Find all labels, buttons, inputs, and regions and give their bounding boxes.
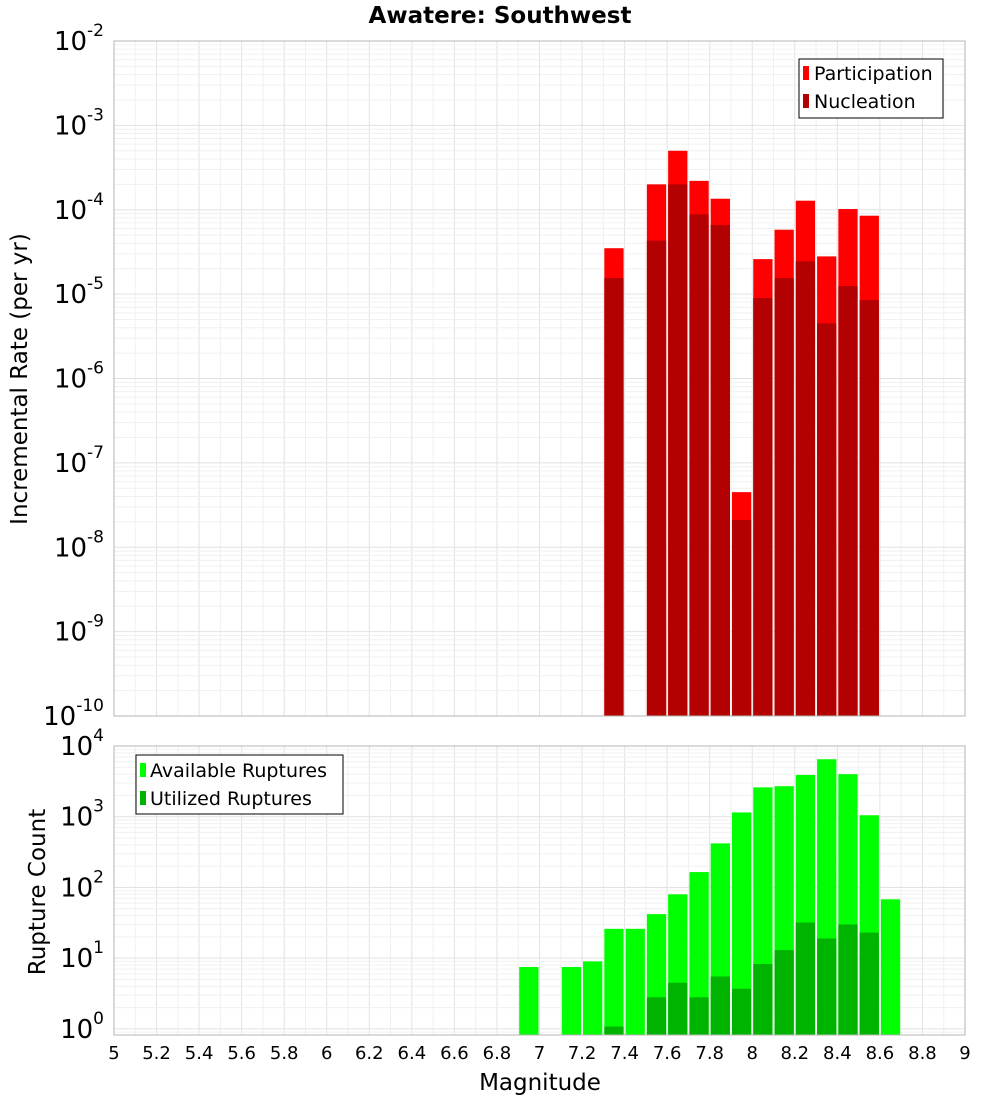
chart-title: Awatere: Southwest <box>369 3 632 29</box>
bottom-bars <box>519 759 901 1035</box>
top-legend[interactable]: Participation Nucleation <box>798 58 944 119</box>
x-tick-label: 6 <box>321 1043 332 1064</box>
y-tick-label: 101 <box>60 938 104 974</box>
y-tick-label: 10-3 <box>54 105 104 141</box>
bottom-bar-utilized-ruptures <box>817 938 837 1035</box>
x-tick-label: 5.6 <box>227 1043 256 1064</box>
bottom-bar-utilized-ruptures <box>710 976 730 1035</box>
bottom-bar-utilized-ruptures <box>753 963 773 1035</box>
bottom-bar-available-ruptures <box>625 928 645 1035</box>
y-tick-label: 10-10 <box>43 696 104 732</box>
top-bars <box>604 150 879 717</box>
top-bar-nucleation <box>859 300 879 716</box>
top-bar-nucleation <box>817 323 837 716</box>
x-tick-label: 6.2 <box>355 1043 384 1064</box>
bottom-bar-utilized-ruptures <box>646 997 667 1035</box>
bottom-y-axis-label: Rupture Count <box>25 809 51 975</box>
bottom-bar-available-ruptures <box>583 961 603 1035</box>
x-tick-label: 9 <box>959 1043 970 1064</box>
y-tick-label: 10-6 <box>54 359 104 395</box>
top-bar-nucleation <box>604 278 624 716</box>
legend-label-utilized-ruptures: Utilized Ruptures <box>150 788 312 810</box>
y-tick-label: 102 <box>60 867 104 903</box>
x-tick-label: 5.8 <box>270 1043 299 1064</box>
bottom-y-ticks: 100 101 102 103 104 <box>60 726 104 1045</box>
y-tick-label: 103 <box>60 797 104 833</box>
top-bar-nucleation <box>753 297 773 716</box>
x-axis-label: Magnitude <box>479 1070 601 1096</box>
top-y-ticks: 10-10 10-9 10-8 10-7 10-6 10-5 10-4 10-3 10-2 <box>43 21 104 732</box>
bottom-legend[interactable]: Available Ruptures Utilized Ruptures <box>135 754 344 815</box>
x-tick-label: 8.2 <box>780 1043 809 1064</box>
bottom-bar-available-ruptures <box>880 899 901 1035</box>
x-tick-label: 7.4 <box>610 1043 639 1064</box>
top-grid <box>113 41 966 717</box>
y-tick-label: 10-9 <box>54 612 104 648</box>
bottom-panel: 100 101 102 103 104 5 5.2 5.4 5.6 5.8 6 6.2 6.4 6.6 6… <box>25 726 971 1096</box>
x-tick-label: 6.8 <box>483 1043 512 1064</box>
x-tick-label: 7.2 <box>568 1043 597 1064</box>
y-tick-label: 10-4 <box>54 190 104 226</box>
bottom-bar-utilized-ruptures <box>731 988 752 1035</box>
x-tick-label: 7.8 <box>695 1043 724 1064</box>
bottom-bar-utilized-ruptures <box>795 922 816 1035</box>
legend-swatch-available-ruptures <box>140 763 146 777</box>
legend-swatch-utilized-ruptures <box>140 791 146 805</box>
top-panel: 10-10 10-9 10-8 10-7 10-6 10-5 10-4 10-3 10-2 In… <box>7 21 966 732</box>
bottom-legend-box <box>135 754 344 815</box>
legend-label-participation: Participation <box>814 63 933 85</box>
y-tick-label: 10-2 <box>54 21 104 57</box>
x-tick-label: 6.6 <box>440 1043 469 1064</box>
top-y-axis-label: Incremental Rate (per yr) <box>7 233 33 525</box>
bottom-bar-utilized-ruptures <box>689 997 709 1035</box>
bottom-bar-available-ruptures <box>561 967 582 1035</box>
top-bar-nucleation <box>838 285 858 716</box>
bottom-bar-utilized-ruptures <box>774 950 794 1035</box>
bottom-bar-utilized-ruptures <box>668 982 688 1035</box>
x-tick-label: 8.6 <box>866 1043 895 1064</box>
y-tick-label: 10-7 <box>54 443 104 479</box>
legend-swatch-participation <box>803 66 809 80</box>
bottom-bar-utilized-ruptures <box>604 1026 624 1035</box>
top-bar-nucleation <box>646 240 667 717</box>
x-tick-label: 7.6 <box>653 1043 682 1064</box>
y-tick-label: 10-5 <box>54 274 104 310</box>
bottom-bar-available-ruptures <box>519 967 539 1035</box>
x-tick-label: 8.8 <box>908 1043 937 1064</box>
y-tick-label: 100 <box>60 1009 104 1045</box>
bottom-bar-utilized-ruptures <box>859 932 879 1035</box>
bottom-bar-utilized-ruptures <box>838 924 858 1035</box>
x-tick-label: 8 <box>747 1043 758 1064</box>
top-bar-nucleation <box>774 278 794 716</box>
legend-label-nucleation: Nucleation <box>814 91 916 113</box>
bottom-bar-available-ruptures <box>689 872 709 1035</box>
legend-label-available-ruptures: Available Ruptures <box>150 760 327 782</box>
top-bar-nucleation <box>668 184 688 717</box>
x-tick-label: 5.2 <box>142 1043 171 1064</box>
top-bar-nucleation <box>689 214 709 717</box>
top-bar-nucleation <box>731 520 752 716</box>
x-ticks: 5 5.2 5.4 5.6 5.8 6 6.2 6.4 6.6 6.8 7 7.2 7.4 7.6 7.8 8… <box>108 1043 970 1064</box>
x-tick-label: 7 <box>534 1043 545 1064</box>
bottom-bar-available-ruptures <box>731 812 752 1035</box>
top-legend-box <box>798 58 944 119</box>
x-tick-label: 5 <box>108 1043 119 1064</box>
bottom-plot-border <box>113 745 966 1036</box>
y-tick-label: 104 <box>60 726 104 762</box>
top-bar-nucleation <box>795 261 816 716</box>
bottom-bar-available-ruptures <box>604 928 624 1035</box>
legend-swatch-nucleation <box>803 94 809 108</box>
x-tick-label: 5.4 <box>185 1043 214 1064</box>
x-tick-label: 6.4 <box>398 1043 427 1064</box>
x-tick-label: 8.4 <box>823 1043 852 1064</box>
y-tick-label: 10-8 <box>54 527 104 563</box>
top-bar-nucleation <box>710 224 730 716</box>
top-plot-border <box>113 40 966 717</box>
